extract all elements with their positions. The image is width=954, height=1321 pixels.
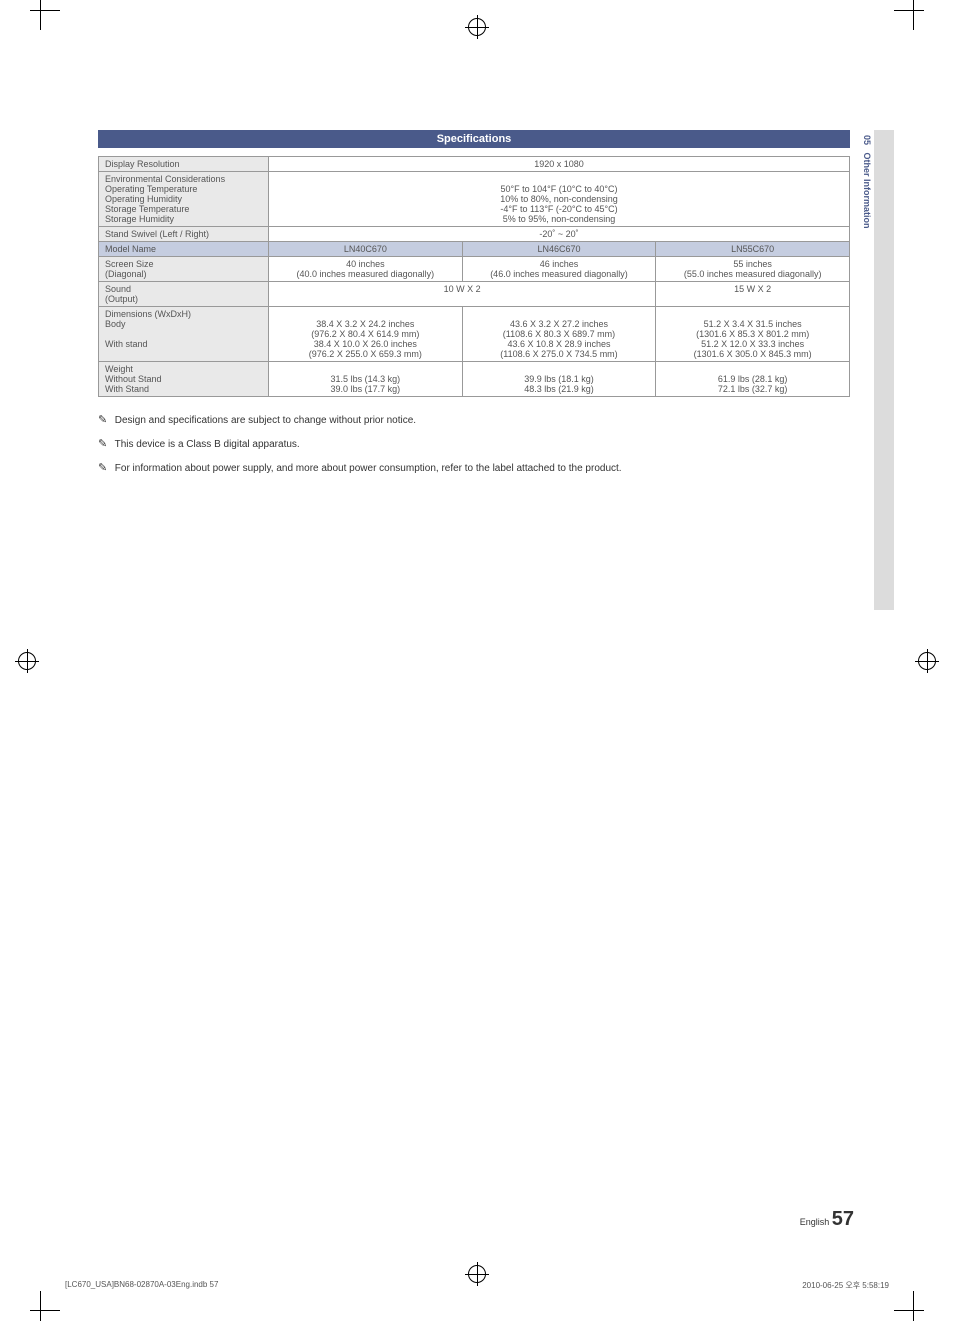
table-row: Stand Swivel (Left / Right)-20˚ ~ 20˚ [99, 227, 850, 242]
spec-value: 51.2 X 3.4 X 31.5 inches(1301.6 X 85.3 X… [656, 307, 850, 362]
page-number: English 57 [800, 1208, 854, 1231]
note-icon: ✎ [98, 435, 112, 455]
spec-value: 61.9 lbs (28.1 kg)72.1 lbs (32.7 kg) [656, 362, 850, 397]
row-label: Display Resolution [99, 157, 269, 172]
table-row: Model NameLN40C670LN46C670LN55C670 [99, 242, 850, 257]
note-line: ✎ For information about power supply, an… [98, 459, 850, 479]
note-icon: ✎ [98, 459, 112, 479]
spec-value: 55 inches(55.0 inches measured diagonall… [656, 257, 850, 282]
row-label: Sound(Output) [99, 282, 269, 307]
spec-value: LN46C670 [462, 242, 656, 257]
spec-value: LN55C670 [656, 242, 850, 257]
side-tab [874, 130, 894, 610]
section-title: Specifications [98, 130, 850, 148]
table-row: Dimensions (WxDxH)BodyWith stand38.4 X 3… [99, 307, 850, 362]
note-line: ✎ This device is a Class B digital appar… [98, 435, 850, 455]
table-row: Screen Size(Diagonal)40 inches(40.0 inch… [99, 257, 850, 282]
row-label: Stand Swivel (Left / Right) [99, 227, 269, 242]
note-text: For information about power supply, and … [112, 463, 622, 474]
crop-mark [913, 1291, 914, 1321]
note-text: Design and specifications are subject to… [112, 415, 416, 426]
crop-mark [40, 0, 41, 30]
main-content: Specifications Display Resolution1920 x … [98, 130, 850, 482]
row-label: Environmental ConsiderationsOperating Te… [99, 172, 269, 227]
row-label: Screen Size(Diagonal) [99, 257, 269, 282]
spec-value: 1920 x 1080 [269, 157, 850, 172]
spec-value: -20˚ ~ 20˚ [269, 227, 850, 242]
spec-value: 39.9 lbs (18.1 kg)48.3 lbs (21.9 kg) [462, 362, 656, 397]
spec-value: 40 inches(40.0 inches measured diagonall… [269, 257, 463, 282]
row-label: WeightWithout StandWith Stand [99, 362, 269, 397]
page-language: English [800, 1217, 830, 1227]
spec-value: 38.4 X 3.2 X 24.2 inches(976.2 X 80.4 X … [269, 307, 463, 362]
table-row: Sound(Output)10 W X 215 W X 2 [99, 282, 850, 307]
spec-value: 43.6 X 3.2 X 27.2 inches(1108.6 X 80.3 X… [462, 307, 656, 362]
spec-value: LN40C670 [269, 242, 463, 257]
table-row: Display Resolution1920 x 1080 [99, 157, 850, 172]
crop-mark [30, 10, 60, 11]
registration-mark-icon [18, 652, 36, 670]
page-number-value: 57 [832, 1208, 854, 1230]
registration-mark-icon [918, 652, 936, 670]
crop-mark [30, 1310, 60, 1311]
spec-value: 46 inches(46.0 inches measured diagonall… [462, 257, 656, 282]
crop-mark [40, 1291, 41, 1321]
note-line: ✎ Design and specifications are subject … [98, 411, 850, 431]
side-tab-number: 05 [862, 135, 872, 145]
spec-value: 31.5 lbs (14.3 kg)39.0 lbs (17.7 kg) [269, 362, 463, 397]
note-icon: ✎ [98, 411, 112, 431]
side-tab-label: 05 Other Information [862, 135, 872, 229]
print-footer: [LC670_USA]BN68-02870A-03Eng.indb 57 201… [65, 1280, 889, 1291]
registration-mark-icon [468, 18, 486, 36]
spec-value: 50°F to 104°F (10°C to 40°C)10% to 80%, … [269, 172, 850, 227]
footer-right: 2010-06-25 오후 5:58:19 [802, 1280, 889, 1291]
crop-mark [913, 0, 914, 30]
spec-value: 15 W X 2 [656, 282, 850, 307]
crop-mark [894, 1310, 924, 1311]
note-text: This device is a Class B digital apparat… [112, 439, 300, 450]
table-row: WeightWithout StandWith Stand31.5 lbs (1… [99, 362, 850, 397]
row-label: Model Name [99, 242, 269, 257]
specifications-table: Display Resolution1920 x 1080Environment… [98, 156, 850, 397]
spec-value: 10 W X 2 [269, 282, 656, 307]
footer-left: [LC670_USA]BN68-02870A-03Eng.indb 57 [65, 1280, 218, 1291]
side-tab-name: Other Information [862, 153, 872, 229]
table-row: Environmental ConsiderationsOperating Te… [99, 172, 850, 227]
row-label: Dimensions (WxDxH)BodyWith stand [99, 307, 269, 362]
crop-mark [894, 10, 924, 11]
notes-block: ✎ Design and specifications are subject … [98, 411, 850, 478]
